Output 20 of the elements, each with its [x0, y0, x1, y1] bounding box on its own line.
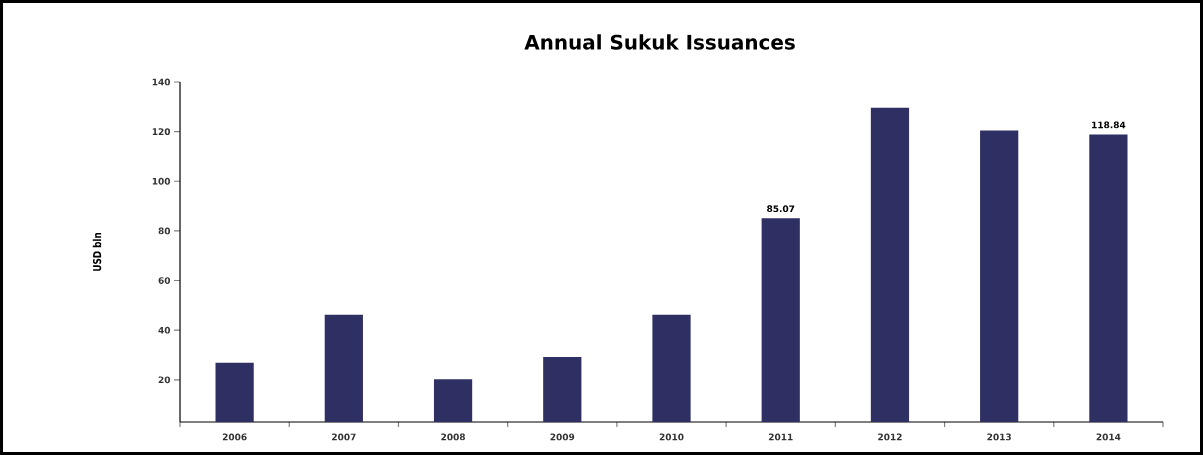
y-tick-label: 140 [152, 78, 171, 86]
y-tick-label: 40 [158, 326, 171, 334]
chart-title: Annual Sukuk Issuances [524, 34, 795, 50]
y-tick-label: 80 [158, 227, 171, 235]
x-tick-label: 2007 [332, 433, 356, 441]
x-tick-label: 2006 [222, 433, 247, 441]
y-tick-label: 60 [158, 277, 171, 284]
y-axis-title: USD bln [92, 233, 102, 271]
y-tick-label: 100 [152, 177, 171, 185]
x-tick-label: 2009 [550, 433, 575, 441]
y-tick-label: 120 [152, 128, 171, 136]
x-tick-label: 2010 [659, 433, 684, 441]
x-tick-label: 2012 [878, 433, 902, 441]
x-tick-label: 2008 [441, 433, 465, 441]
x-tick-label: 2011 [768, 433, 793, 441]
y-tick-label: 20 [158, 376, 171, 384]
data-label: 85.07 [767, 205, 795, 213]
x-tick-label: 2013 [987, 433, 1011, 441]
x-tick-label: 2014 [1096, 433, 1121, 441]
data-label: 118.84 [1092, 121, 1126, 129]
